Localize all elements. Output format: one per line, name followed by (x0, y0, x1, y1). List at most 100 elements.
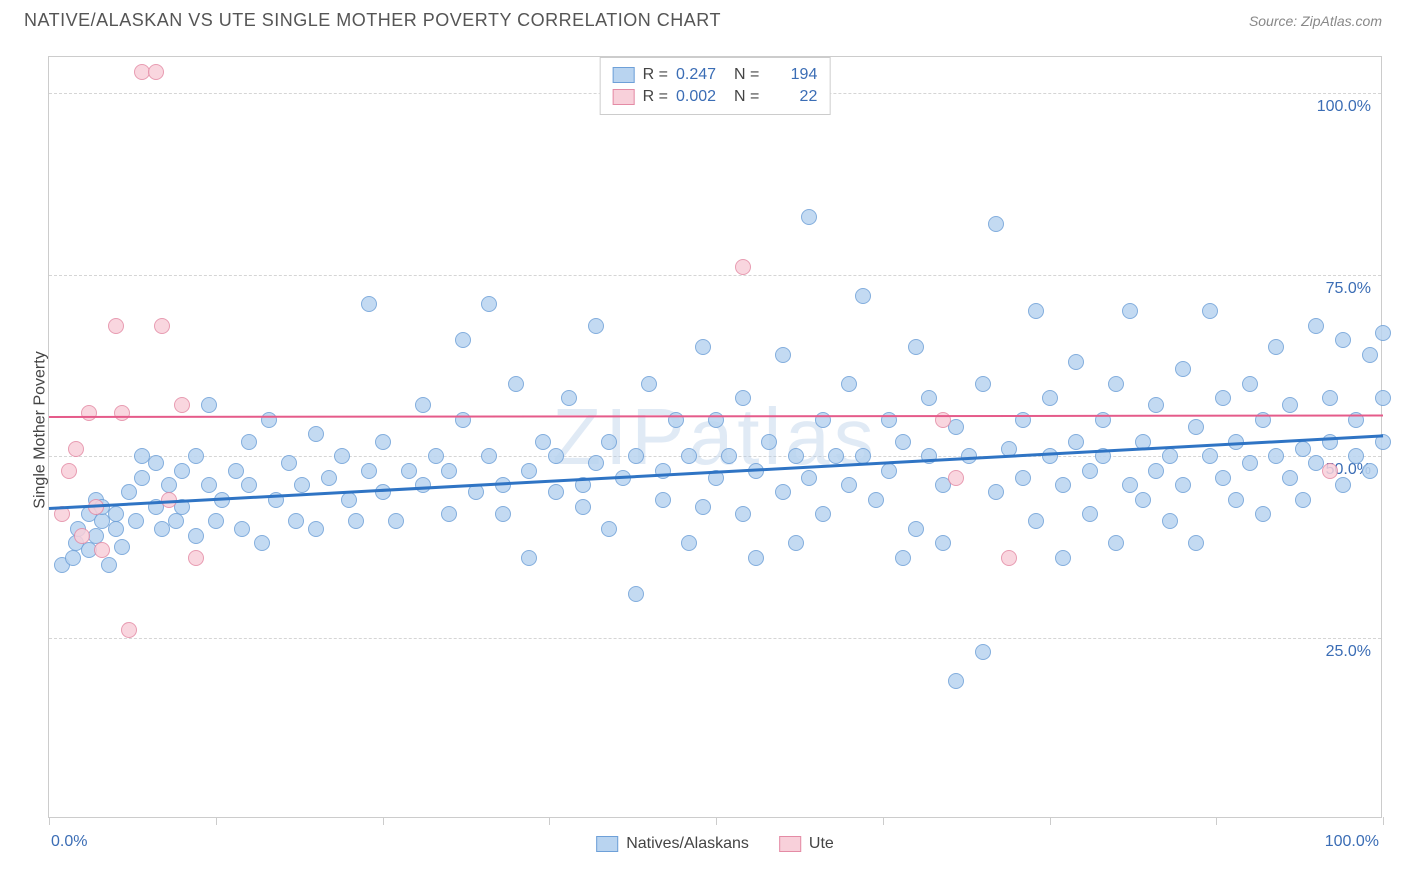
data-point (535, 434, 551, 450)
data-point (1295, 492, 1311, 508)
data-point (1028, 303, 1044, 319)
data-point (841, 376, 857, 392)
data-point (1308, 318, 1324, 334)
data-point (288, 513, 304, 529)
data-point (1042, 448, 1058, 464)
data-point (1215, 390, 1231, 406)
data-point (988, 216, 1004, 232)
data-point (1268, 448, 1284, 464)
data-point (1228, 492, 1244, 508)
data-point (908, 339, 924, 355)
data-point (1375, 390, 1391, 406)
data-point (735, 506, 751, 522)
data-point (1068, 354, 1084, 370)
legend-label: Ute (809, 835, 834, 853)
data-point (588, 455, 604, 471)
data-point (655, 492, 671, 508)
data-point (361, 463, 377, 479)
data-point (1268, 339, 1284, 355)
data-point (1175, 477, 1191, 493)
data-point (895, 550, 911, 566)
data-point (281, 455, 297, 471)
data-point (241, 434, 257, 450)
data-point (121, 484, 137, 500)
source-label: Source: ZipAtlas.com (1249, 13, 1382, 29)
data-point (1122, 303, 1138, 319)
data-point (908, 521, 924, 537)
data-point (188, 550, 204, 566)
data-point (881, 463, 897, 479)
data-point (148, 64, 164, 80)
data-point (1348, 448, 1364, 464)
data-point (628, 448, 644, 464)
data-point (1028, 513, 1044, 529)
legend-swatch (613, 89, 635, 105)
data-point (548, 448, 564, 464)
data-point (441, 463, 457, 479)
data-point (801, 470, 817, 486)
data-point (1322, 390, 1338, 406)
data-point (341, 492, 357, 508)
data-point (601, 521, 617, 537)
data-point (1148, 397, 1164, 413)
data-point (415, 397, 431, 413)
data-point (308, 521, 324, 537)
data-point (1335, 332, 1351, 348)
data-point (1188, 535, 1204, 551)
data-point (681, 448, 697, 464)
data-point (681, 535, 697, 551)
data-point (94, 542, 110, 558)
x-tick (1383, 817, 1384, 825)
data-point (261, 412, 277, 428)
data-point (1282, 397, 1298, 413)
x-tick (1216, 817, 1217, 825)
data-point (208, 513, 224, 529)
data-point (495, 506, 511, 522)
data-point (1001, 550, 1017, 566)
data-point (1068, 434, 1084, 450)
legend-n-value: 22 (767, 88, 817, 106)
data-point (988, 484, 1004, 500)
data-point (81, 405, 97, 421)
data-point (1362, 347, 1378, 363)
data-point (308, 426, 324, 442)
y-tick-label: 75.0% (1326, 280, 1371, 298)
data-point (1148, 463, 1164, 479)
data-point (788, 448, 804, 464)
data-point (101, 557, 117, 573)
data-point (375, 484, 391, 500)
data-point (74, 528, 90, 544)
data-point (841, 477, 857, 493)
data-point (1108, 535, 1124, 551)
x-tick-label-right: 100.0% (1325, 833, 1379, 851)
data-point (1042, 390, 1058, 406)
data-point (455, 332, 471, 348)
data-point (975, 376, 991, 392)
x-tick (716, 817, 717, 825)
data-point (815, 506, 831, 522)
data-point (1375, 325, 1391, 341)
data-point (1162, 513, 1178, 529)
data-point (121, 622, 137, 638)
data-point (254, 535, 270, 551)
data-point (375, 434, 391, 450)
data-point (748, 550, 764, 566)
x-tick (883, 817, 884, 825)
data-point (321, 470, 337, 486)
data-point (174, 397, 190, 413)
data-point (521, 463, 537, 479)
data-point (481, 448, 497, 464)
data-point (114, 405, 130, 421)
data-point (188, 448, 204, 464)
x-tick (383, 817, 384, 825)
data-point (68, 441, 84, 457)
legend-r-value: 0.247 (676, 66, 726, 84)
data-point (174, 463, 190, 479)
data-point (855, 288, 871, 304)
data-point (868, 492, 884, 508)
data-point (521, 550, 537, 566)
data-point (201, 477, 217, 493)
data-point (1255, 506, 1271, 522)
x-tick (216, 817, 217, 825)
data-point (1055, 477, 1071, 493)
